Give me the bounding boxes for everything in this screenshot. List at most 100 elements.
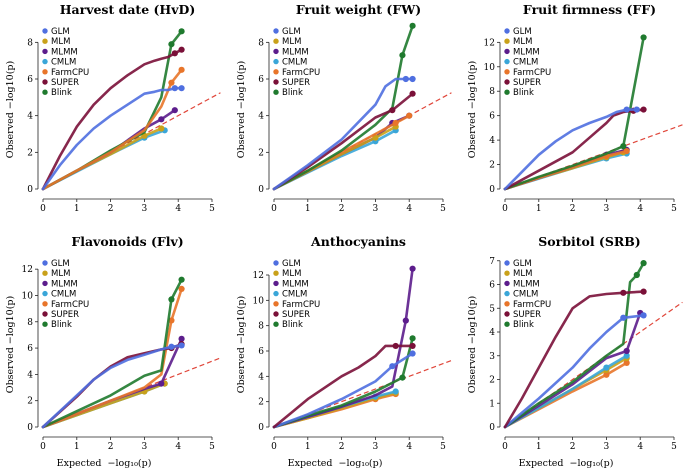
x-tick-label: 1 bbox=[74, 442, 80, 452]
y-tick-label: 10 bbox=[253, 296, 265, 306]
y-tick-label: 12 bbox=[253, 271, 264, 281]
legend-label-blink: Blink bbox=[513, 320, 534, 330]
data-point bbox=[409, 335, 416, 342]
data-point bbox=[178, 276, 185, 283]
y-tick-label: 6 bbox=[258, 75, 264, 85]
series-blink bbox=[41, 276, 185, 429]
legend-label-mlm: MLM bbox=[513, 37, 532, 47]
data-point bbox=[409, 22, 416, 29]
legend-marker bbox=[504, 58, 510, 65]
series-line bbox=[503, 108, 639, 191]
legend-label-mlm: MLM bbox=[513, 269, 532, 279]
y-tick-label: 8 bbox=[489, 87, 495, 97]
data-point bbox=[389, 107, 396, 114]
data-point bbox=[623, 359, 630, 366]
series-line bbox=[41, 48, 183, 191]
legend-label-super: SUPER bbox=[51, 78, 79, 88]
data-point bbox=[620, 289, 627, 296]
data-point bbox=[406, 112, 413, 119]
series-blink bbox=[272, 22, 416, 191]
legend-label-farmcpu: FarmCPU bbox=[282, 68, 320, 78]
legend-marker bbox=[42, 301, 48, 307]
series-line bbox=[503, 108, 645, 191]
legend-marker bbox=[504, 321, 510, 327]
y-tick-label: 6 bbox=[489, 281, 495, 291]
data-point bbox=[409, 350, 416, 357]
x-axis-log-label: −log₁₀(p) bbox=[339, 458, 383, 469]
y-tick-label: 4 bbox=[258, 112, 264, 122]
legend-marker bbox=[504, 270, 510, 276]
legend-marker bbox=[504, 89, 510, 95]
panel-title: Anthocyanins bbox=[310, 234, 406, 249]
y-tick-label: 3 bbox=[489, 352, 495, 362]
y-axis-label: Observed −log10(p) bbox=[236, 61, 247, 158]
series-blink bbox=[503, 34, 647, 191]
legend-marker bbox=[42, 321, 48, 327]
legend-label-cmlm: CMLM bbox=[51, 290, 76, 300]
x-tick-label: 3 bbox=[373, 442, 379, 452]
data-point bbox=[178, 335, 185, 342]
x-tick-label: 0 bbox=[271, 204, 277, 214]
y-tick-label: 2 bbox=[489, 376, 495, 386]
legend-marker bbox=[504, 69, 510, 75]
legend-marker bbox=[273, 301, 279, 307]
data-point bbox=[158, 116, 165, 123]
panel-title: Harvest date (HvD) bbox=[60, 2, 196, 17]
y-tick-label: 2 bbox=[258, 398, 264, 408]
data-point bbox=[171, 85, 178, 92]
legend-label-super: SUPER bbox=[513, 310, 541, 320]
legend-label-mlm: MLM bbox=[282, 37, 301, 47]
legend-label-farmcpu: FarmCPU bbox=[51, 300, 89, 310]
y-axis-label: Observed −log10(p) bbox=[236, 296, 247, 393]
legend-marker bbox=[273, 260, 279, 266]
data-point bbox=[633, 106, 640, 113]
y-tick-label: 0 bbox=[258, 423, 264, 433]
data-point bbox=[623, 347, 630, 355]
y-tick-label: 0 bbox=[258, 185, 264, 195]
legend-label-glm: GLM bbox=[513, 259, 532, 269]
y-tick-label: 10 bbox=[484, 63, 496, 73]
data-point bbox=[399, 52, 406, 59]
data-point bbox=[640, 288, 647, 295]
y-tick-label: 6 bbox=[489, 112, 495, 122]
qq-panel-2: Fruit weight (FW) 0 1 2 3 4 5 0 2 4 6 8 Observed −lo… bbox=[236, 2, 452, 214]
legend-label-mlmm: MLMM bbox=[282, 47, 309, 57]
legend-marker bbox=[273, 89, 279, 95]
series-blink bbox=[503, 260, 647, 429]
x-tick-label: 4 bbox=[406, 442, 412, 452]
data-point bbox=[178, 342, 185, 349]
x-axis-log-label: −log₁₀(p) bbox=[570, 458, 614, 469]
series-blink bbox=[272, 335, 416, 429]
data-point bbox=[168, 343, 175, 350]
y-axis-label: Observed −log10(p) bbox=[5, 296, 16, 393]
data-point bbox=[409, 75, 416, 83]
legend-marker bbox=[504, 38, 510, 44]
legend-marker bbox=[42, 89, 48, 95]
x-axis-caption: Expected −log₁₀(p) bbox=[288, 458, 383, 469]
x-axis-caption: Expected −log₁₀(p) bbox=[57, 458, 152, 469]
legend-label-cmlm: CMLM bbox=[513, 58, 538, 68]
legend-label-cmlm: CMLM bbox=[51, 58, 76, 68]
data-point bbox=[402, 75, 409, 83]
legend-marker bbox=[42, 79, 48, 85]
data-point bbox=[633, 271, 640, 279]
data-point bbox=[603, 364, 610, 371]
legend-label-super: SUPER bbox=[51, 310, 79, 320]
x-tick-label: 1 bbox=[536, 204, 542, 214]
series-super bbox=[41, 46, 185, 191]
legend-label-cmlm: CMLM bbox=[513, 290, 538, 300]
y-tick-label: 10 bbox=[22, 291, 34, 301]
series-line bbox=[41, 86, 183, 191]
x-tick-label: 1 bbox=[536, 442, 542, 452]
y-tick-label: 2 bbox=[27, 148, 33, 158]
y-tick-label: 0 bbox=[489, 423, 495, 433]
legend-marker bbox=[42, 28, 48, 34]
legend-label-super: SUPER bbox=[513, 78, 541, 88]
qq-panel-3: Fruit firmness (FF)0 1 2 3 4 5024681012Observ… bbox=[467, 2, 683, 214]
series-cmlm bbox=[503, 352, 630, 429]
